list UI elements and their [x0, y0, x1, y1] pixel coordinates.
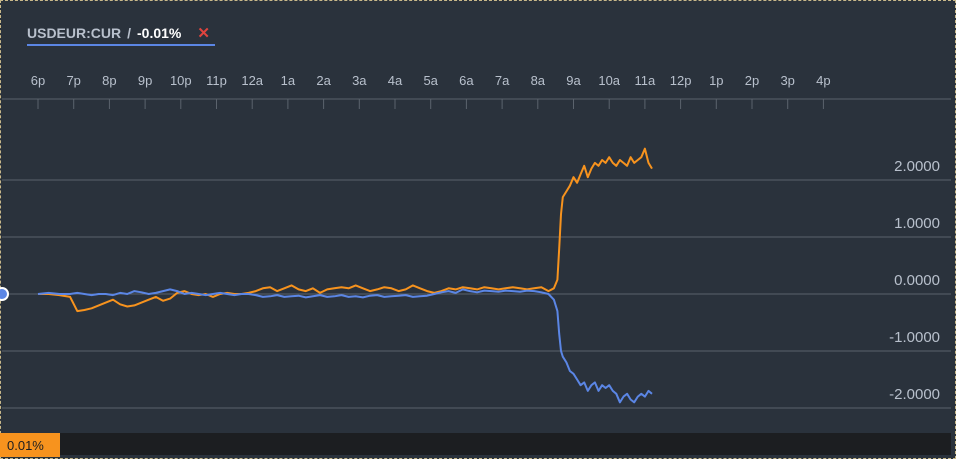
- x-tick-label: 10p: [170, 73, 192, 88]
- x-tick-label: 2a: [316, 73, 331, 88]
- series-legend[interactable]: USDEUR:CUR / -0.01% ✕: [27, 24, 215, 46]
- x-tick-label: 1a: [281, 73, 296, 88]
- y-tick-label: -1.0000: [889, 329, 940, 346]
- x-tick-label: 11p: [206, 73, 227, 88]
- x-tick-label: 8p: [102, 73, 116, 88]
- x-tick-label: 11a: [635, 73, 656, 88]
- x-tick-label: 9a: [566, 73, 581, 88]
- legend-symbol: USDEUR:CUR: [27, 25, 122, 41]
- x-tick-label: 8a: [531, 73, 546, 88]
- footer-bar: [0, 433, 951, 455]
- x-tick-label: 4a: [388, 73, 403, 88]
- legend-change: -0.01%: [137, 25, 182, 41]
- x-tick-label: 7p: [66, 73, 80, 88]
- x-tick-label: 6p: [31, 73, 45, 88]
- legend-separator: /: [127, 25, 132, 41]
- x-tick-label: 5a: [423, 73, 438, 88]
- x-tick-label: 1p: [709, 73, 723, 88]
- legend-underline: [27, 44, 215, 46]
- y-tick-label: 1.0000: [894, 215, 940, 232]
- x-tick-label: 4p: [816, 73, 830, 88]
- remove-series-icon[interactable]: ✕: [197, 25, 210, 42]
- x-tick-label: 10a: [598, 73, 620, 88]
- y-tick-label: 0.0000: [894, 272, 940, 289]
- x-tick-label: 12a: [241, 73, 263, 88]
- y-tick-label: -2.0000: [889, 386, 940, 403]
- x-tick-label: 7a: [495, 73, 510, 88]
- y-tick-label: 2.0000: [894, 158, 940, 175]
- x-tick-label: 6a: [459, 73, 474, 88]
- series-line-blue: [37, 288, 653, 404]
- x-tick-label: 3p: [780, 73, 794, 88]
- start-point-marker: [0, 287, 9, 301]
- x-tick-label: 3a: [352, 73, 367, 88]
- series-line-orange: [38, 147, 653, 313]
- x-tick-label: 9p: [138, 73, 152, 88]
- change-badge: 0.01%: [0, 433, 60, 457]
- x-tick-label: 2p: [745, 73, 759, 88]
- x-tick-label: 12p: [670, 73, 692, 88]
